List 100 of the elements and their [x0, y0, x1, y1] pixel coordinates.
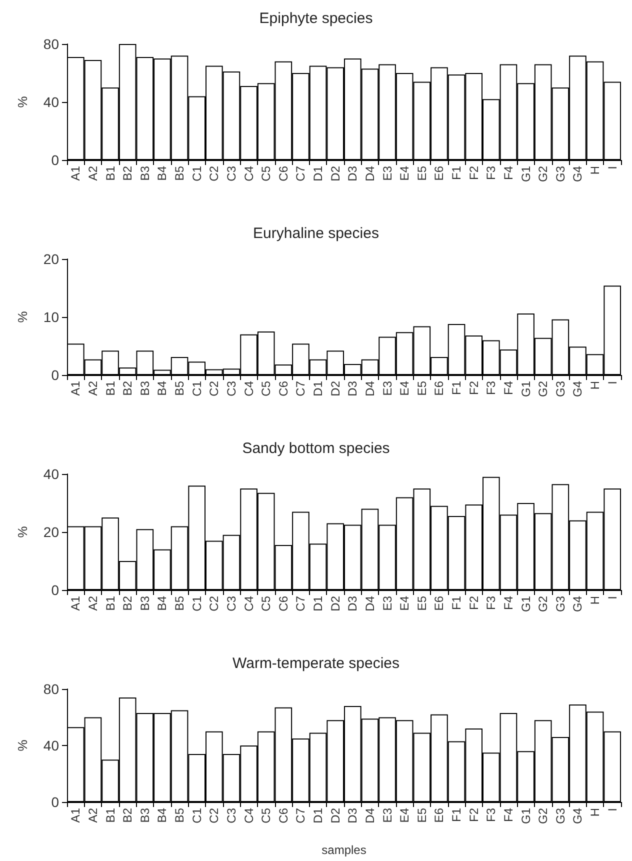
x-tick-label: F2: [466, 166, 481, 180]
x-tick-label: B2: [120, 808, 135, 823]
y-tick-label: 40: [43, 738, 60, 754]
x-tick-label: E6: [432, 166, 446, 181]
x-tick-label: D2: [328, 166, 342, 182]
x-tick-label: F4: [501, 596, 516, 610]
y-tick-label: 40: [43, 94, 60, 110]
x-tick-label: D1: [311, 596, 326, 612]
x-tick-label: G3: [553, 166, 568, 182]
x-tick-label: B5: [172, 380, 187, 396]
x-tick-label: H: [588, 381, 602, 390]
y-tick-label: 20: [43, 251, 60, 267]
x-tick-label: C4: [242, 808, 256, 824]
x-tick-label: C7: [294, 166, 308, 182]
x-tick-label: C4: [242, 166, 256, 182]
x-tick-label: B4: [155, 380, 170, 396]
x-tick-label: F2: [466, 380, 481, 396]
x-tick-label: C4: [242, 596, 256, 612]
x-tick-label: G1: [518, 166, 533, 182]
x-tick-label: A2: [86, 166, 100, 181]
x-tick-label: B5: [172, 166, 187, 181]
x-tick-label: D1: [311, 166, 326, 182]
x-axis-title: samples: [322, 843, 366, 857]
x-tick-label: I: [605, 808, 620, 812]
x-tick-label: A1: [68, 380, 83, 396]
x-tick-label: B5: [172, 808, 187, 823]
x-tick-label: C5: [259, 596, 274, 612]
x-tick-label: F3: [484, 380, 498, 396]
x-tick-label: C2: [207, 808, 222, 824]
x-tick-label: E5: [414, 596, 429, 611]
x-tick-label: H: [588, 808, 602, 817]
x-tick-label: E6: [432, 808, 446, 823]
y-tick-label: 0: [51, 367, 60, 383]
x-tick-label: E3: [380, 166, 394, 181]
x-tick-label: E3: [380, 808, 394, 823]
x-tick-label: F3: [484, 808, 498, 822]
x-tick-label: D3: [346, 380, 360, 396]
x-tick-label: B5: [172, 596, 187, 611]
x-tick-label: D4: [362, 166, 377, 182]
x-tick-label: E4: [398, 380, 412, 396]
x-tick-label: C2: [207, 166, 222, 182]
x-tick-label: A2: [86, 808, 100, 823]
x-tick-label: B2: [120, 380, 135, 396]
x-tick-label: F4: [501, 808, 516, 822]
x-tick-label: G3: [553, 596, 568, 612]
x-tick-label: C3: [224, 596, 238, 612]
x-tick-label: G1: [518, 808, 533, 824]
x-tick-label: B1: [103, 166, 118, 181]
x-tick-label: C7: [294, 380, 308, 396]
x-tick-label: G3: [553, 808, 568, 824]
chart-title: Euryhaline species: [253, 225, 379, 242]
y-tick-label: 0: [51, 582, 60, 598]
x-tick-label: F4: [501, 380, 516, 396]
x-tick-label: C4: [242, 380, 256, 396]
x-tick-label: C5: [259, 808, 274, 824]
y-axis-title: %: [15, 526, 30, 538]
y-tick-label: 0: [51, 152, 60, 168]
x-tick-label: G2: [536, 808, 550, 824]
x-tick-label: C6: [276, 380, 290, 396]
x-tick-label: C7: [294, 596, 308, 612]
x-tick-label: G1: [518, 596, 533, 612]
x-tick-label: I: [605, 166, 620, 170]
x-tick-label: C1: [190, 596, 204, 612]
y-tick-label: 80: [43, 681, 60, 697]
chart-title: Sandy bottom species: [242, 440, 390, 457]
x-tick-label: F2: [466, 808, 481, 822]
x-tick-label: G4: [570, 808, 585, 824]
y-tick-label: 10: [43, 309, 60, 325]
x-tick-label: D3: [346, 808, 360, 824]
x-tick-label: C5: [259, 166, 274, 182]
y-tick-label: 0: [51, 794, 60, 810]
x-tick-label: F4: [501, 166, 516, 180]
x-tick-label: D1: [311, 808, 326, 824]
x-tick-label: D2: [328, 596, 342, 612]
x-tick-label: E6: [432, 380, 446, 396]
x-tick-label: G2: [536, 166, 550, 182]
x-tick-label: F1: [450, 596, 464, 610]
x-tick-label: B3: [138, 166, 152, 181]
x-tick-label: I: [605, 381, 620, 384]
x-tick-label: E5: [414, 808, 429, 823]
x-tick-label: B4: [155, 808, 170, 823]
x-tick-label: C3: [224, 808, 238, 824]
x-tick-label: F3: [484, 166, 498, 180]
x-tick-label: A1: [68, 596, 83, 611]
x-tick-label: F1: [450, 166, 464, 180]
x-tick-label: C6: [276, 596, 290, 612]
x-tick-label: G1: [518, 380, 533, 398]
x-tick-label: D2: [328, 808, 342, 824]
x-tick-label: G2: [536, 380, 550, 398]
x-tick-label: F1: [450, 808, 464, 822]
x-tick-label: E5: [414, 380, 429, 396]
x-tick-label: B3: [138, 380, 152, 396]
x-tick-label: B1: [103, 380, 118, 396]
x-tick-label: E3: [380, 380, 394, 396]
x-tick-label: C1: [190, 380, 204, 396]
x-tick-label: F3: [484, 596, 498, 610]
x-tick-label: G4: [570, 380, 585, 398]
x-tick-label: C6: [276, 166, 290, 182]
x-tick-label: E6: [432, 596, 446, 611]
x-tick-label: E5: [414, 166, 429, 181]
